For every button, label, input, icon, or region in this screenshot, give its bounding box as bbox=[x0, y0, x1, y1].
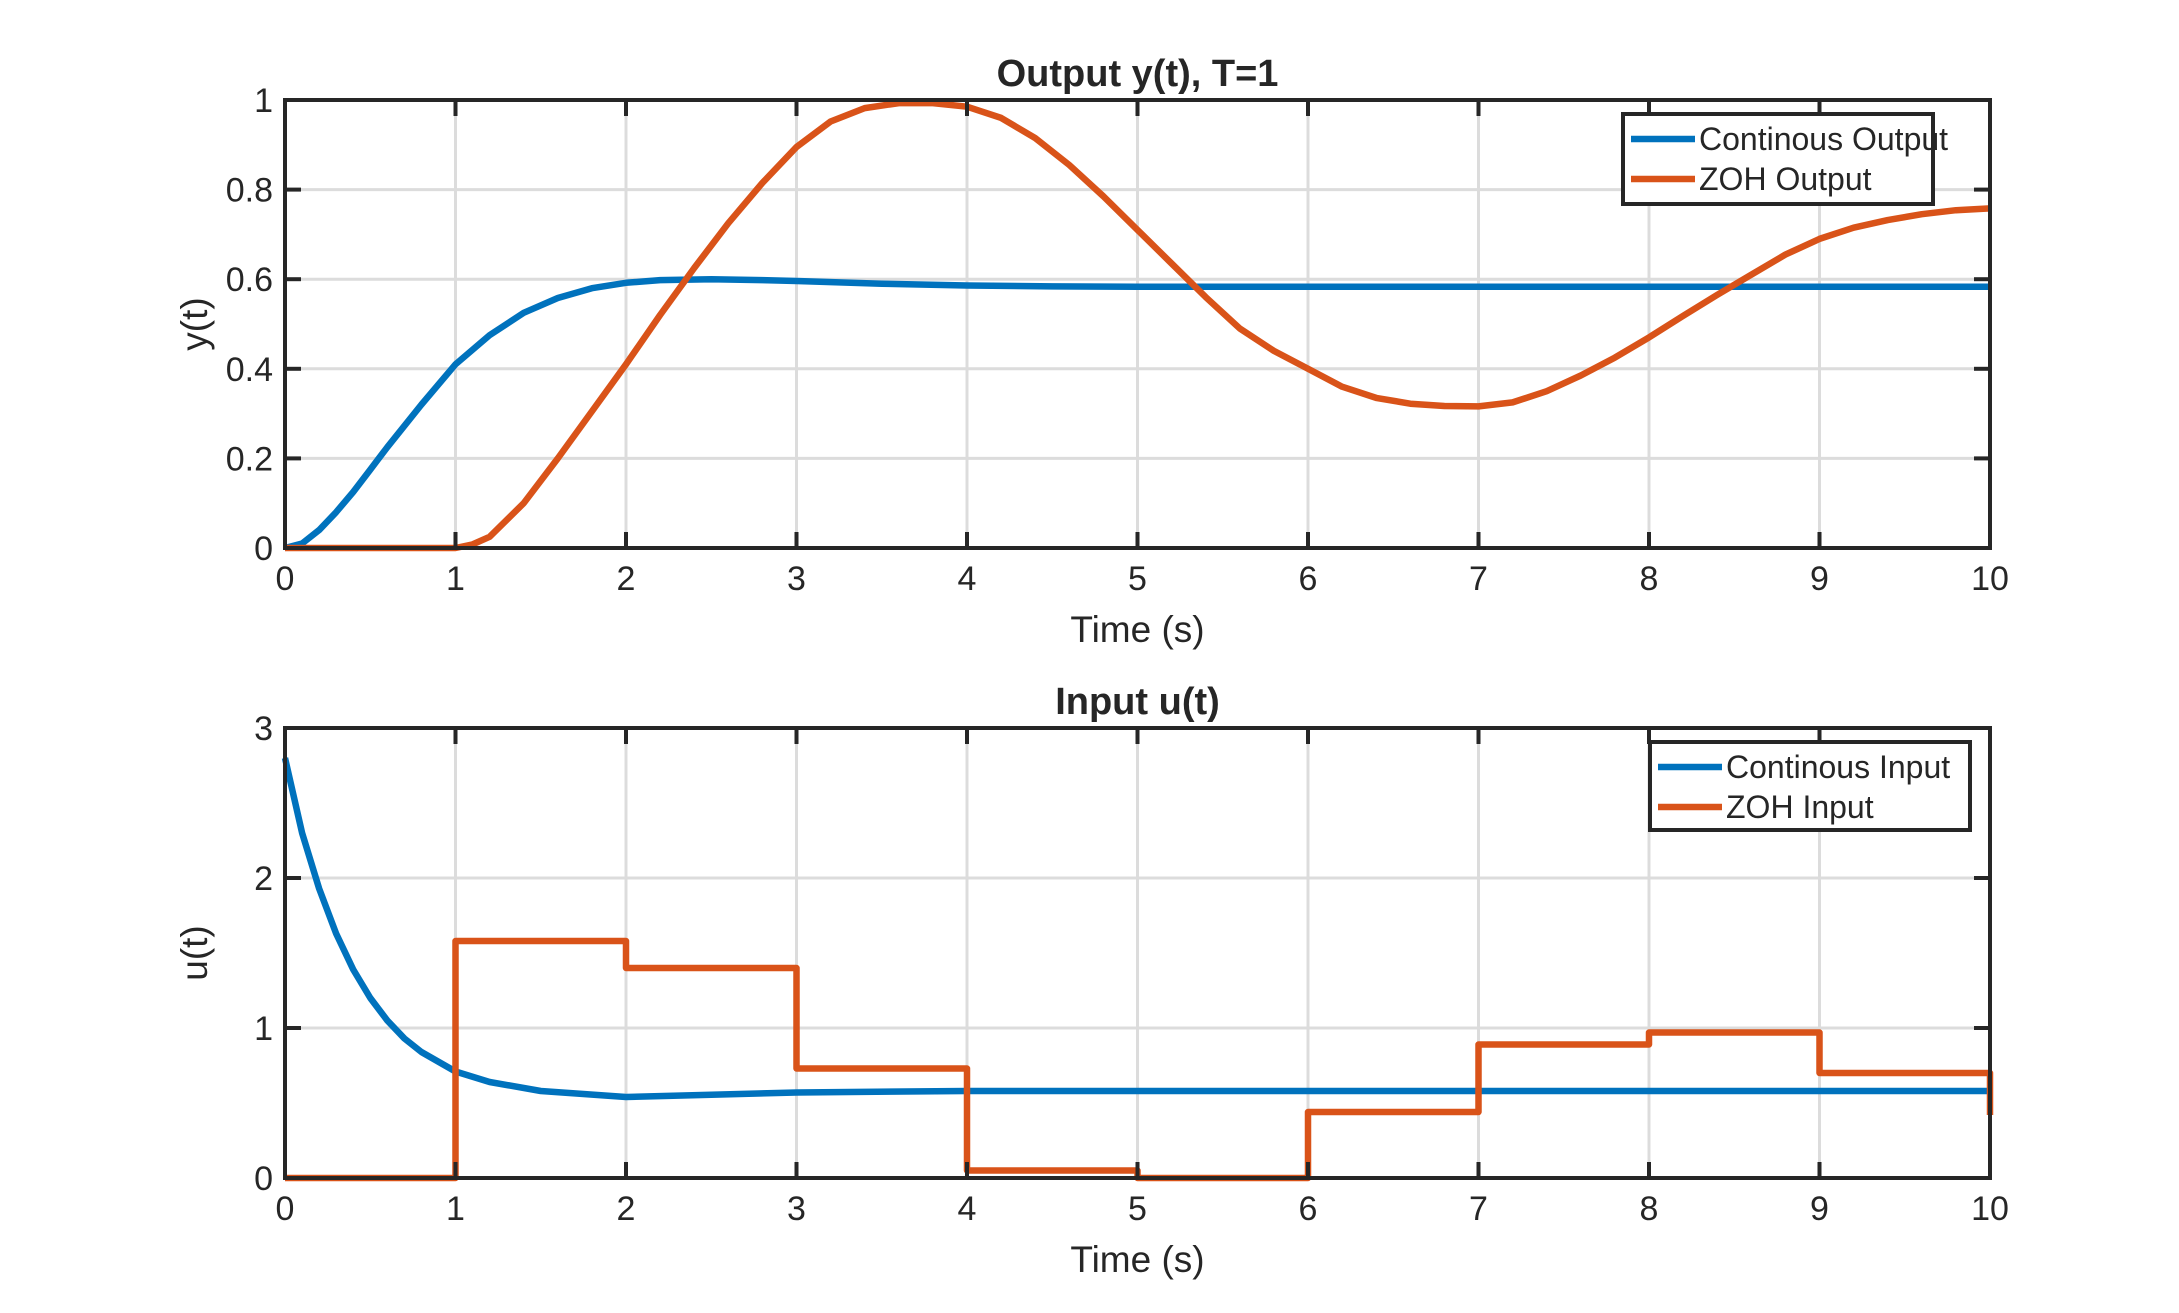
x-axis-label: Time (s) bbox=[1070, 609, 1204, 650]
x-tick-label: 4 bbox=[958, 560, 977, 598]
x-tick-label: 3 bbox=[787, 1190, 806, 1228]
series-line-continous-input bbox=[281, 757, 1990, 1101]
y-tick-label: 0.2 bbox=[226, 440, 273, 478]
x-tick-label: 8 bbox=[1640, 1190, 1659, 1228]
legend: Continous Output ZOH Output bbox=[1621, 112, 1948, 206]
y-tick-label: 0.8 bbox=[226, 172, 273, 210]
x-tick-label: 10 bbox=[1971, 560, 2009, 598]
x-tick-label: 5 bbox=[1128, 560, 1147, 598]
y-tick-label: 0 bbox=[254, 530, 273, 568]
x-tick-label: 0 bbox=[276, 560, 295, 598]
x-tick-label: 9 bbox=[1810, 560, 1829, 598]
x-tick-label: 6 bbox=[1299, 560, 1318, 598]
y-tick-label: 2 bbox=[254, 860, 273, 898]
y-tick-label: 3 bbox=[254, 710, 273, 748]
chart-title: Output y(t), T=1 bbox=[997, 53, 1279, 95]
x-axis-label: Time (s) bbox=[1070, 1239, 1204, 1280]
x-tick-label: 7 bbox=[1469, 1190, 1488, 1228]
chart-title: Input u(t) bbox=[1055, 681, 1220, 723]
legend: Continous Input ZOH Input bbox=[1648, 740, 1972, 832]
chart-1: 0 1 2 3 4 5 6 7 8 9 10 0 0.2 0.4 0.6 0.8 1 Output y(t), T… bbox=[174, 53, 2009, 650]
x-tick-label: 4 bbox=[958, 1190, 977, 1228]
x-tick-label: 7 bbox=[1469, 560, 1488, 598]
legend-box bbox=[1648, 740, 1972, 832]
series-line-zoh-output bbox=[285, 99, 1991, 552]
x-tick-label: 5 bbox=[1128, 1190, 1147, 1228]
y-tick-label: 0 bbox=[254, 1160, 273, 1198]
x-tick-label: 1 bbox=[446, 560, 465, 598]
series-line-continous-output bbox=[284, 275, 1990, 552]
y-tick-label: 1 bbox=[254, 1010, 273, 1048]
x-tick-label: 9 bbox=[1810, 1190, 1829, 1228]
x-tick-label: 10 bbox=[1971, 1190, 2009, 1228]
legend-box bbox=[1621, 112, 1935, 206]
x-tick-label: 2 bbox=[617, 560, 636, 598]
chart-2: 0 1 2 3 4 5 6 7 8 9 10 0 1 2 3 Input u(t) Time (s) u(t) Co… bbox=[174, 681, 2009, 1280]
x-tick-label: 2 bbox=[617, 1190, 636, 1228]
x-tick-label: 0 bbox=[276, 1190, 295, 1228]
y-axis-label: y(t) bbox=[174, 297, 215, 350]
x-tick-label: 1 bbox=[446, 1190, 465, 1228]
legend-entry: Continous Input bbox=[1726, 749, 1950, 785]
y-tick-label: 1 bbox=[254, 82, 273, 120]
legend-entry: ZOH Output bbox=[1699, 161, 1872, 197]
legend-entry: ZOH Input bbox=[1726, 789, 1874, 825]
y-axis-label: u(t) bbox=[174, 925, 215, 981]
legend-entry: Continous Output bbox=[1699, 121, 1948, 157]
x-tick-label: 8 bbox=[1640, 560, 1659, 598]
x-tick-label: 6 bbox=[1299, 1190, 1318, 1228]
y-tick-label: 0.4 bbox=[226, 351, 273, 389]
y-tick-label: 0.6 bbox=[226, 261, 273, 299]
x-tick-label: 3 bbox=[787, 560, 806, 598]
